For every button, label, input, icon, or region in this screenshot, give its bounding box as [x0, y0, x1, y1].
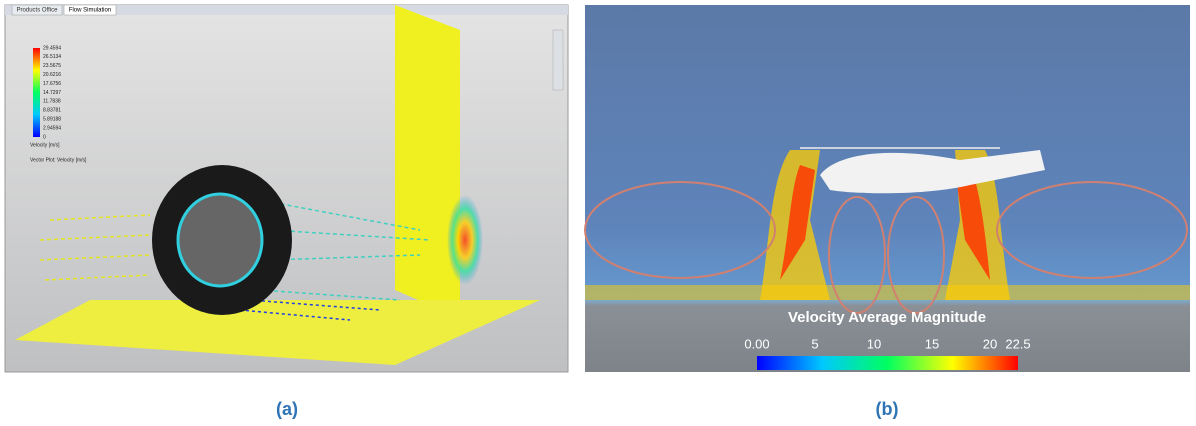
colorbar-label: 5	[811, 336, 818, 351]
wake	[447, 195, 483, 285]
side-toolbar	[553, 30, 563, 90]
colorbar-label: 0.00	[744, 336, 769, 351]
legend-label: 5.89188	[43, 117, 61, 123]
rim	[178, 194, 262, 286]
colorbar-label: 22.5	[1005, 336, 1030, 351]
ground-flow	[585, 285, 1190, 300]
colorbar-title: Velocity Average Magnitude	[788, 309, 986, 326]
legend-label: 23.5675	[43, 63, 61, 69]
page: Products Office Flow Simulation 29.45942…	[0, 0, 1196, 421]
colorbar-label: 15	[925, 336, 939, 351]
yellow-wall	[395, 5, 460, 318]
legend-label: 2.94594	[43, 125, 61, 131]
panel-a: Products Office Flow Simulation 29.45942…	[5, 5, 568, 372]
figure: Products Office Flow Simulation 29.45942…	[0, 0, 1196, 421]
legend-label: 8.83781	[43, 108, 61, 114]
legend-label: 0	[43, 134, 46, 140]
legend: 29.4594 26.5134 23.5675 20.6216 17.6756 14.72…	[43, 45, 61, 140]
legend-label: 29.4594	[43, 45, 61, 51]
legend-title: Velocity [m/s]	[30, 142, 60, 148]
colorbar	[757, 356, 1018, 370]
legend-bar	[33, 48, 40, 137]
legend-label: 17.6756	[43, 81, 61, 87]
legend-label: 11.7838	[43, 99, 61, 105]
tab-label: Products Office	[17, 8, 59, 14]
legend-label: 20.6216	[43, 72, 61, 78]
caption: (b)	[876, 399, 899, 419]
legend-label: 26.5134	[43, 54, 61, 60]
tab-label: Flow Simulation	[69, 8, 111, 14]
colorbar-label: 20	[983, 336, 997, 351]
legend-label: 14.7297	[43, 90, 61, 96]
panel-b: Velocity Average Magnitude 0.00 5 10 15 20 22…	[585, 5, 1190, 372]
caption: (a)	[276, 399, 298, 419]
colorbar-label: 10	[867, 336, 881, 351]
plot-title: Vector Plot: Velocity [m/s]	[30, 157, 87, 163]
